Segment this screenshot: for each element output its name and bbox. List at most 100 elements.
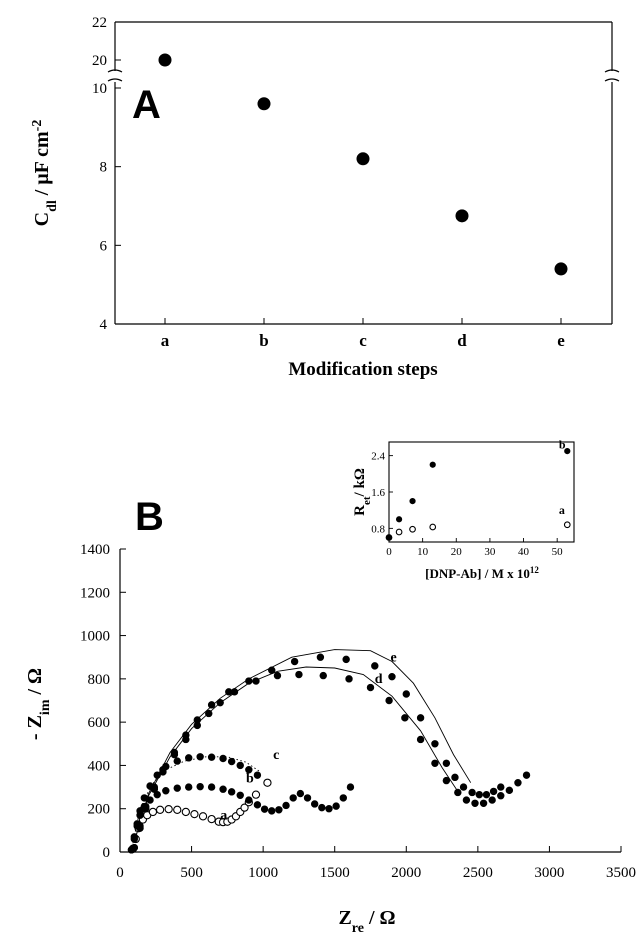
panel-b-point-d-24 [471, 799, 479, 808]
panel-b-point-a-9 [181, 807, 190, 817]
panel-b-point-a-10 [190, 809, 199, 819]
panel-b-point-d-8 [205, 709, 213, 718]
panel-b-y-tick-label-1: 200 [88, 802, 111, 818]
panel-b-point-e-22 [459, 783, 468, 791]
panel-b-x-tick-label-7: 3500 [606, 865, 636, 881]
panel-b-point-c-4 [140, 794, 149, 802]
panel-b-point-b-8 [173, 784, 181, 792]
panel-b-point-e-8 [207, 701, 216, 709]
panel-b-point-d-19 [416, 735, 425, 744]
panel-a: A 4 6 8 10 20 22 a b c d e Modification steps Cdl… [30, 15, 620, 380]
inset-point-b-4 [564, 447, 571, 455]
panel-b-point-d-30 [522, 771, 531, 779]
panel-b-point-c-15 [245, 766, 253, 774]
panel-b-point-e-13 [316, 653, 325, 661]
panel-b-point-b-28 [339, 794, 348, 802]
panel-b-point-b-14 [236, 791, 244, 799]
axis-break-left [107, 69, 123, 82]
panel-b-point-e-11 [268, 666, 276, 674]
inset-point-b-2 [409, 497, 416, 505]
panel-b-x-tick-label-4: 2000 [391, 865, 421, 881]
inset-x-ticks: 0 10 20 30 40 50 [386, 538, 563, 558]
panel-b-y-tick-label-3: 600 [88, 715, 111, 731]
panel-b-point-b-18 [268, 807, 276, 815]
panel-a-y-tick-label-3: 10 [92, 81, 107, 97]
panel-b-point-d-12 [273, 671, 282, 680]
panel-b-x-axis-title-main: Z [338, 907, 351, 929]
panel-b-point-b-21 [289, 794, 297, 802]
panel-a-x-axis-title: Modification steps [288, 359, 437, 380]
panel-b-point-c-9 [185, 754, 193, 762]
panel-a-x-tick-label-e: e [557, 331, 565, 350]
panel-b-x-tick-label-0: 0 [116, 865, 124, 881]
panel-b-y-tick-label-7: 1400 [80, 542, 110, 558]
panel-a-y-axis-title: Cdl / μF cm-2 [30, 120, 60, 227]
inset-y-tick-label-2: 2.4 [371, 451, 385, 463]
inset-y-tick-label-0: 0.8 [371, 523, 385, 535]
panel-a-point-c [356, 152, 370, 166]
panel-b-point-d-27 [497, 792, 505, 800]
inset-point-a-3 [429, 523, 437, 531]
panel-b-point-b-7 [162, 787, 170, 795]
panel-b-x-ticks: 0 500 1000 1500 2000 2500 3000 3500 [116, 846, 636, 881]
panel-a-y-axis-title-main: C [31, 212, 53, 226]
panel-b-point-e-12 [290, 657, 299, 666]
inset-x-tick-label-5: 50 [552, 546, 564, 558]
panel-b-point-b-9 [185, 783, 193, 791]
panel-b-point-e-3 [150, 783, 159, 791]
panel-a-y-tick-label-2: 8 [100, 160, 108, 176]
panel-a-y-upper-tick-label-0: 20 [92, 53, 107, 69]
inset-point-a-4 [563, 521, 571, 529]
panel-a-x-tick-label-b: b [259, 331, 268, 350]
panel-b-x-tick-label-5: 2500 [463, 865, 493, 881]
panel-b-point-c-11 [207, 753, 216, 761]
panel-b-point-e-24 [475, 790, 483, 799]
inset-x-tick-label-1: 10 [417, 546, 429, 558]
panel-b-point-b-19 [275, 806, 283, 814]
panel-b-point-a-19 [240, 803, 249, 812]
panel-b-x-tick-label-2: 1000 [248, 865, 278, 881]
inset-points [385, 447, 571, 541]
panel-b-point-e-26 [489, 787, 498, 796]
panel-a-point-a [158, 53, 172, 67]
panel-b-point-b-10 [196, 782, 204, 791]
panel-b-point-d-26 [488, 796, 496, 804]
panel-b-series-label-a: a [220, 809, 227, 824]
panel-b-point-c-13 [227, 757, 236, 766]
panel-b-points [127, 653, 531, 854]
panel-b-point-d-15 [345, 675, 353, 683]
panel-b-point-e-21 [451, 773, 459, 782]
panel-b-point-d-23 [462, 796, 471, 804]
panel-b-point-e-10 [245, 677, 253, 685]
panel-a-y-tick-label-1: 6 [100, 238, 108, 254]
panel-b-y-axis-title-sub: im [38, 699, 53, 715]
panel-b-point-e-20 [442, 759, 451, 767]
panel-b-point-e-9 [225, 688, 233, 696]
panel-b-series-label-b: b [246, 772, 254, 787]
panel-a-x-tick-label-a: a [161, 331, 170, 350]
panel-b-point-e-16 [388, 672, 396, 681]
panel-b-x-tick-label-1: 500 [180, 865, 203, 881]
panel-b-point-c-14 [236, 761, 244, 770]
panel-b-point-d-13 [295, 670, 303, 679]
panel-b-point-e-0 [130, 843, 139, 852]
panel-b-point-d-16 [366, 683, 375, 692]
panel-a-label: A [132, 83, 161, 127]
panel-b-point-a-12 [207, 814, 216, 824]
panel-b-x-axis-title-sub: re [352, 921, 364, 933]
inset-y-axis-title-unit: / kΩ [352, 468, 368, 497]
panel-b-point-a-5 [148, 807, 158, 817]
panel-a-x-tick-label-c: c [359, 331, 367, 350]
inset-y-axis-title-sub: et [361, 496, 373, 505]
panel-a-y-axis-title-unit: / μF cm [31, 131, 53, 200]
panel-b-point-a-7 [164, 804, 173, 814]
panel-b-point-d-21 [442, 776, 451, 785]
panel-b-point-d-25 [479, 799, 488, 808]
panel-a-y-axis-title-sub: dl [45, 200, 60, 212]
panel-b-point-b-11 [207, 783, 216, 791]
panel-b-fit-curve-e [135, 649, 472, 838]
panel-b-point-d-29 [514, 779, 522, 787]
panel-b-point-a-21 [251, 790, 261, 799]
panel-b-point-b-12 [219, 785, 227, 793]
panel-b-point-b-17 [260, 805, 269, 813]
